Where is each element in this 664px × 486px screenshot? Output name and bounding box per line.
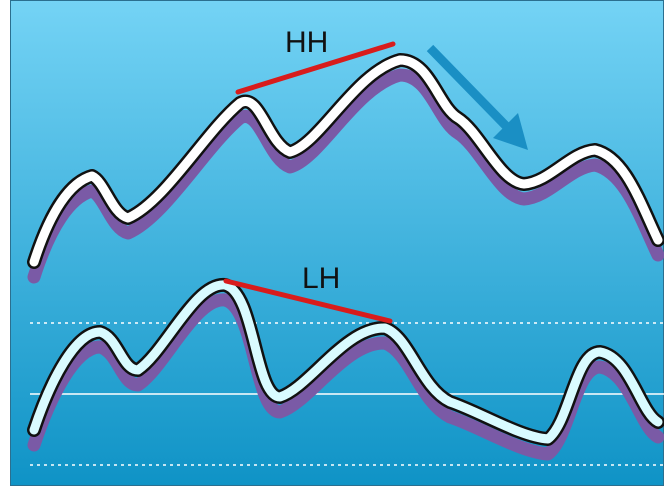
oscillator-line-fill — [29, 280, 663, 444]
price-line-fill — [29, 55, 663, 267]
lower-high-trendline — [223, 278, 393, 324]
diagram-background — [10, 0, 664, 486]
price-line-shadow — [27, 68, 664, 284]
down-right-arrow-icon — [426, 44, 528, 150]
higher-high-trendline — [235, 41, 396, 95]
lower-high-label: LH — [302, 262, 340, 295]
higher-high-label: HH — [285, 26, 328, 59]
price-line — [27, 53, 664, 284]
oscillator-line — [27, 278, 664, 461]
